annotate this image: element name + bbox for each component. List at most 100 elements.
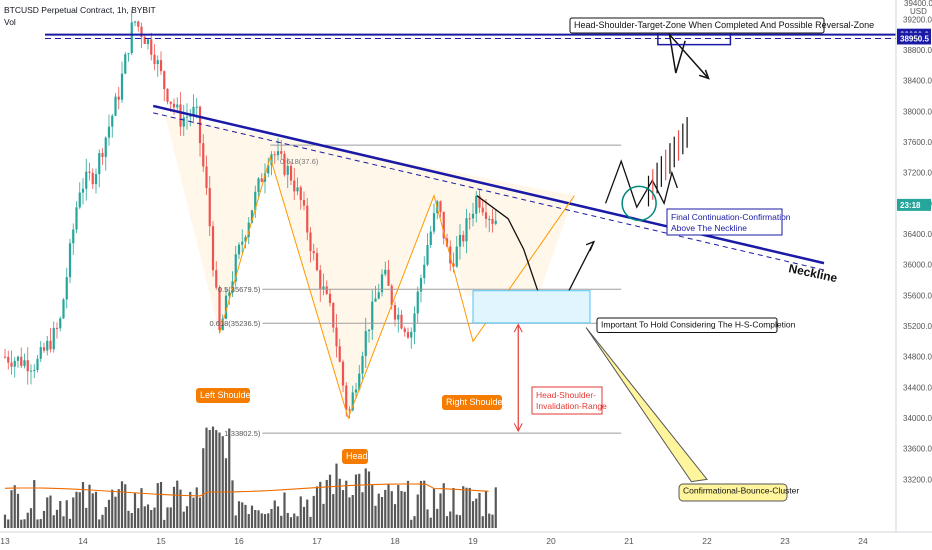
volume-bar [130,512,133,528]
volume-bar [166,507,169,528]
volume-bar [163,519,166,528]
volume-bar [94,491,98,528]
candle-body [42,347,46,351]
volume-bar [127,510,130,528]
volume-bar [3,514,7,528]
volume-bar [465,487,468,528]
candle-body [237,244,241,255]
volume-bar [263,514,267,528]
invalidation-arrow-up [513,323,523,333]
candle-body [390,285,393,306]
candle-body [16,356,20,361]
volume-bar [325,479,328,528]
volume-bar [341,490,345,528]
candle-body [302,199,306,206]
time-axis-tick: 16 [234,536,244,546]
candle-body [241,241,244,245]
volume-bar [20,519,23,528]
volume-bar [458,515,462,528]
candle-body [289,165,293,181]
candle-body [55,327,59,329]
volume-bar [247,514,250,528]
volume-bar [202,448,205,528]
candle-body [104,137,107,157]
candle-body [156,60,159,65]
volume-bar [205,427,208,528]
candle-body [166,89,169,102]
candle-body [322,286,325,290]
volume-bar [81,482,85,528]
candle-body [458,234,462,247]
volume-bar [309,516,312,528]
pattern-fill-layer [164,115,575,419]
volume-bar [91,493,94,528]
candle-body [348,409,351,411]
volume-bar [153,507,156,528]
candle-body [293,180,296,192]
volume-bar [104,506,107,528]
volume-bar [36,519,39,528]
candle-body [312,251,315,254]
candle-body [416,291,419,314]
candle-body [101,153,104,157]
candle-body [218,287,221,331]
candle-body [94,174,98,185]
volume-bar [231,480,234,528]
volume-bar [374,505,377,528]
price-axis-tick: 38000.0 [903,107,932,116]
candle-body [10,362,13,367]
candle-body [270,154,273,166]
volume-bar [146,504,150,528]
volume-bar [481,516,484,528]
candle-body [351,392,354,411]
head-label-box [342,449,368,464]
volume-bar [452,488,455,528]
candle-body [374,298,377,302]
price-axis-tick: 34400.0 [903,383,932,392]
volume-bar [42,510,46,528]
symbol-title: BTCUSD Perpetual Contract, 1h, BYBIT [4,5,156,15]
neckline-dashed-line [153,112,825,271]
time-axis-tick: 14 [78,536,88,546]
volume-bar [59,501,62,528]
right-shoulder-label-box [442,395,502,410]
volume-bar [234,515,237,528]
right-shoulder-label-group: Right Shoulder [442,395,506,410]
candle-body [202,143,205,167]
volume-bar [75,491,78,528]
candle-body [423,264,426,279]
candle-body [276,151,280,156]
volume-bar [49,495,52,528]
candle-body [419,278,423,292]
candle-body [345,385,348,410]
target-arrowhead [698,69,710,80]
final-confirmation-box [666,208,783,236]
time-axis-tick: 19 [468,536,478,546]
candle-body [208,188,211,227]
invalidation-line2: Invalidation-Range [536,401,607,411]
price-axis-currency: USD [910,7,927,16]
volume-bar [107,499,111,528]
price-axis-tick: 35600.0 [903,291,932,300]
volume-bar [364,468,367,528]
price-axis-tick: 34000.0 [903,414,932,423]
target-zone-label: Head-Shoulder-Target-Zone When Completed… [574,20,874,30]
candle-body [471,213,475,219]
left-shoulder-label-box [196,388,250,403]
volume-bar [280,515,283,528]
candle-body [150,39,153,55]
volume-bar [224,458,228,528]
important-hold-label: Important To Hold Considering The H-S-Co… [601,320,796,330]
candle-body [263,173,267,182]
candle-body [410,331,413,338]
bounce-cluster-label: Confirmational-Bounce-Cluster [683,486,799,496]
volume-bar [478,492,481,528]
volume-bar [241,502,244,528]
candle-body [137,21,140,27]
candle-body [397,314,400,320]
candle-body [3,356,7,358]
volume-bar [124,484,127,528]
price-axis-tick: 36000.0 [903,261,932,270]
